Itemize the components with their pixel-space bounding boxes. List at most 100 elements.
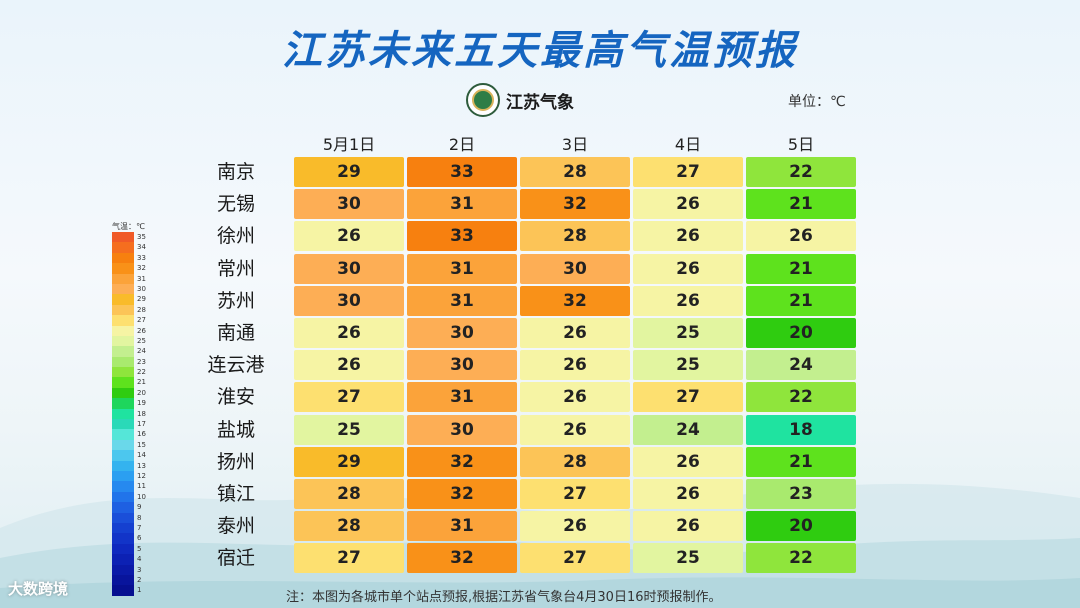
temperature-cell: 32: [407, 479, 517, 509]
temperature-cell: 26: [294, 350, 404, 381]
column-header: 5日: [787, 135, 815, 154]
temperature-cell: 31: [407, 511, 517, 542]
legend-tick-label: 16: [137, 430, 146, 439]
color-legend: 35 34 33 32 31 30 29 28 27 26 25 24 23 22 21 20 19 18 17 16…: [112, 232, 146, 596]
column-header: 3日: [561, 135, 589, 154]
temperature-cell: 26: [633, 221, 743, 252]
temperature-cell: 31: [407, 285, 517, 316]
legend-swatch: 34: [112, 242, 146, 253]
city-label: 南通: [216, 322, 255, 344]
temperature-cell: 32: [407, 446, 517, 477]
temperature-cell: 32: [407, 543, 517, 574]
legend-swatch: 35: [112, 232, 146, 243]
legend-tick-label: 32: [137, 264, 146, 273]
legend-tick-label: 11: [137, 482, 146, 491]
legend-swatch: 18: [112, 408, 146, 420]
city-label: 盐城: [216, 418, 255, 441]
legend-swatch: 19: [112, 398, 146, 409]
legend-swatch: 2: [112, 574, 141, 586]
temperature-cell: 26: [520, 350, 630, 381]
legend-tick-label: 26: [137, 326, 146, 335]
temperature-cell: 20: [746, 511, 856, 542]
unit-label: 单位：℃: [788, 94, 846, 110]
temperature-cell: 25: [633, 543, 743, 574]
legend-swatch: 32: [112, 263, 146, 274]
city-label: 扬州: [216, 450, 255, 473]
legend-tick-label: 20: [137, 388, 146, 397]
temperature-cell: 21: [746, 189, 856, 220]
city-label: 泰州: [216, 515, 255, 538]
legend-tick-label: 8: [137, 513, 142, 522]
temperature-cell: 26: [746, 221, 856, 252]
temperature-cell: 29: [294, 446, 404, 477]
city-label: 常州: [216, 257, 255, 280]
legend-tick-label: 23: [137, 357, 146, 366]
legend-tick-label: 13: [137, 461, 146, 470]
logo: 江苏气象: [466, 83, 574, 117]
legend-swatch: 4: [112, 554, 141, 565]
legend-swatch: 13: [112, 460, 146, 471]
legend-tick-label: 1: [137, 586, 142, 595]
city-label: 宿迁: [216, 547, 255, 570]
temperature-cell: 26: [633, 479, 743, 509]
legend-tick-label: 35: [137, 233, 146, 241]
legend-tick-label: 2: [137, 575, 142, 584]
legend-tick-label: 29: [137, 295, 146, 304]
temperature-cell: 24: [633, 414, 743, 445]
legend-tick-label: 3: [137, 565, 142, 574]
legend-tick-label: 18: [137, 409, 146, 418]
temperature-cell: 22: [746, 543, 856, 574]
legend-swatch: 30: [112, 283, 146, 295]
page-title: 江苏未来五天最高气温预报: [282, 28, 798, 74]
temperature-cell: 28: [520, 221, 630, 252]
legend-tick-label: 15: [137, 440, 146, 449]
temperature-cell: 24: [746, 350, 856, 381]
legend-swatch: 1: [112, 585, 141, 596]
temperature-cell: 26: [520, 414, 630, 445]
temperature-cell: 30: [407, 318, 517, 348]
legend-tick-label: 10: [137, 492, 146, 501]
city-label: 苏州: [216, 289, 255, 312]
legend-swatch: 9: [112, 502, 141, 513]
legend-swatch: 8: [112, 512, 141, 523]
city-label: 淮安: [216, 386, 255, 409]
legend-tick-label: 27: [137, 316, 146, 325]
temperature-cell: 27: [520, 543, 630, 574]
legend-swatch: 11: [112, 481, 146, 492]
legend-swatch: 12: [112, 470, 146, 482]
temperature-cell: 31: [407, 189, 517, 220]
legend-swatch: 27: [112, 315, 146, 326]
legend-tick-label: 14: [137, 451, 146, 460]
temperature-cell: 33: [407, 221, 517, 252]
temperature-cell: 26: [294, 221, 404, 252]
legend-swatch: 28: [112, 304, 146, 316]
temperature-cell: 26: [520, 382, 630, 413]
temperature-cell: 30: [407, 350, 517, 381]
temperature-cell: 25: [633, 318, 743, 348]
temperature-cell: 26: [633, 446, 743, 477]
legend-title: 气温：℃: [112, 222, 145, 231]
legend-tick-label: 22: [137, 368, 146, 377]
temperature-cell: 29: [294, 157, 404, 187]
legend-tick-label: 33: [137, 253, 146, 262]
temperature-cell: 21: [746, 253, 856, 284]
legend-tick-label: 24: [137, 347, 146, 356]
legend-tick-label: 4: [137, 555, 142, 564]
legend-tick-label: 5: [137, 544, 142, 553]
watermark: 大数跨境: [8, 580, 69, 598]
legend-swatch: 5: [112, 543, 141, 555]
column-header: 5月1日: [322, 135, 376, 154]
temperature-cell: 31: [407, 382, 517, 413]
legend-swatch: 20: [112, 387, 146, 399]
legend-tick-label: 21: [137, 378, 146, 387]
column-header: 4日: [674, 135, 702, 154]
temperature-cell: 26: [633, 511, 743, 542]
legend-swatch: 26: [112, 325, 146, 336]
legend-tick-label: 17: [137, 420, 146, 429]
temperature-cell: 30: [294, 253, 404, 284]
column-header: 2日: [448, 135, 476, 154]
legend-swatch: 25: [112, 335, 146, 347]
temperature-cell: 27: [294, 543, 404, 574]
temperature-cell: 28: [520, 446, 630, 477]
temperature-cell: 25: [633, 350, 743, 381]
